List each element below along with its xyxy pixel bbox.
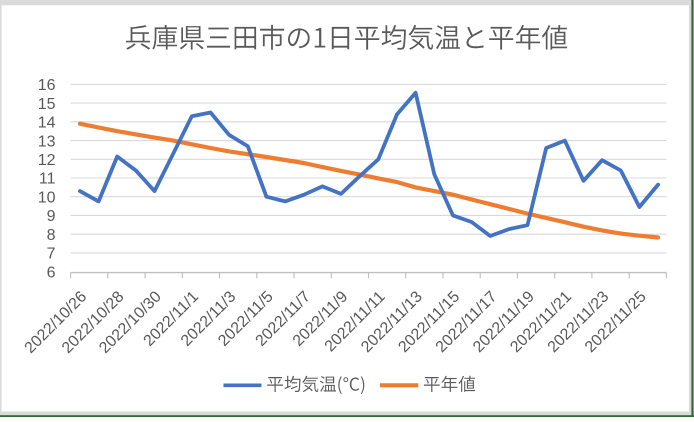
svg-text:12: 12 <box>38 152 56 169</box>
svg-text:9: 9 <box>47 208 56 225</box>
svg-text:15: 15 <box>38 96 56 113</box>
svg-text:16: 16 <box>38 77 56 94</box>
svg-text:14: 14 <box>38 115 56 132</box>
svg-text:11: 11 <box>39 171 56 188</box>
svg-text:10: 10 <box>38 189 56 206</box>
svg-text:13: 13 <box>38 133 56 150</box>
svg-text:7: 7 <box>47 246 56 263</box>
svg-text:8: 8 <box>47 227 56 244</box>
svg-text:6: 6 <box>47 264 56 281</box>
